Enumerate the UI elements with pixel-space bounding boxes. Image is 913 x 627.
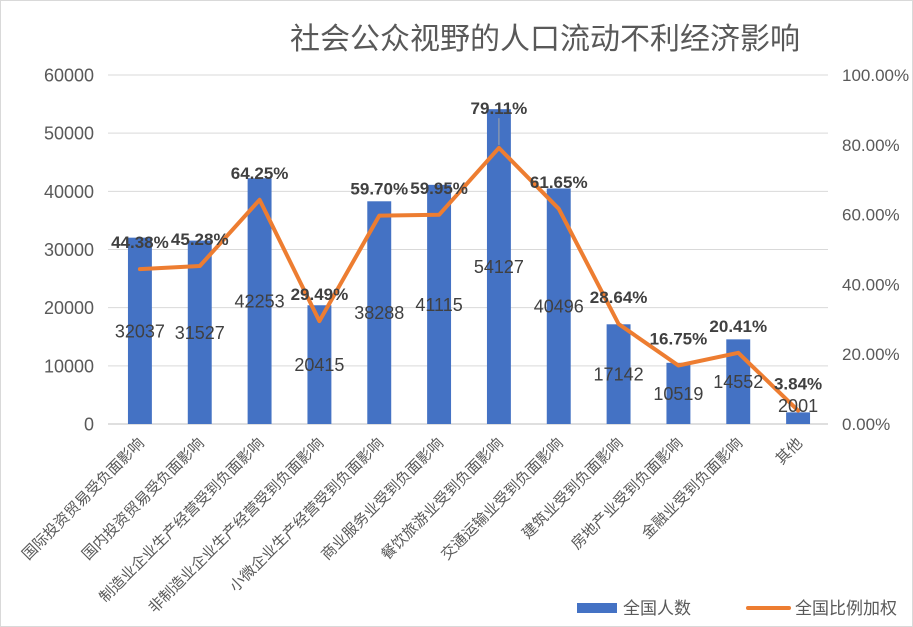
y-axis-tick-label: 0 bbox=[84, 415, 94, 435]
line-data-label: 20.41% bbox=[709, 317, 767, 336]
line-series bbox=[137, 145, 801, 413]
bar-data-label: 54127 bbox=[474, 257, 524, 277]
y-axis-tick-label: 40000 bbox=[44, 182, 94, 202]
legend-item-line-series: 全国比例加权 bbox=[746, 599, 897, 618]
bar-data-label: 20415 bbox=[294, 355, 344, 375]
bar bbox=[786, 412, 811, 424]
chart-title: 社会公众视野的人口流动不利经济影响 bbox=[290, 23, 800, 56]
bar bbox=[427, 184, 452, 424]
bar bbox=[606, 324, 631, 424]
line-data-label: 64.25% bbox=[231, 164, 289, 183]
bar-data-label: 31527 bbox=[175, 323, 225, 343]
line-data-label: 28.64% bbox=[590, 288, 648, 307]
bar-data-label: 38288 bbox=[354, 303, 404, 323]
y-axis-tick-label: 50000 bbox=[44, 124, 94, 144]
bar bbox=[247, 178, 272, 424]
bar-data-label: 41115 bbox=[415, 295, 462, 315]
legend: 全国人数 全国比例加权 bbox=[577, 599, 897, 618]
bar bbox=[546, 188, 571, 424]
line-data-label: 16.75% bbox=[650, 330, 708, 349]
y2-axis-tick-label: 60.00% bbox=[842, 206, 900, 225]
line-data-labels: 44.38% 45.28% 64.25% 29.49% 59.70% 59.95% 79.1… bbox=[111, 99, 822, 393]
bar-data-label: 2001 bbox=[778, 396, 818, 416]
y2-axis-tick-label: 80.00% bbox=[842, 136, 900, 155]
line-data-label: 59.95% bbox=[410, 179, 468, 198]
gridlines bbox=[108, 74, 828, 425]
bar bbox=[187, 240, 212, 424]
bar bbox=[486, 109, 511, 424]
bar-data-label: 17142 bbox=[594, 365, 644, 385]
bar bbox=[666, 362, 691, 424]
bar-data-labels: 32037 31527 42253 20415 38288 41115 54127 40496… bbox=[115, 257, 818, 416]
bar-data-label: 40496 bbox=[534, 297, 584, 317]
line-data-label: 79.11% bbox=[471, 99, 528, 118]
y2-axis-tick-label: 100.00% bbox=[842, 66, 909, 85]
y2-axis-tick-label: 40.00% bbox=[842, 275, 900, 294]
y-axis-tick-label: 60000 bbox=[44, 66, 94, 86]
bar bbox=[127, 237, 152, 424]
legend-label: 全国比例加权 bbox=[795, 599, 897, 618]
line-data-label: 61.65% bbox=[530, 173, 588, 192]
line-data-label: 3.84% bbox=[774, 375, 822, 394]
bar-data-label: 42253 bbox=[235, 292, 285, 312]
line-data-label: 44.38% bbox=[111, 233, 169, 252]
line-data-label: 59.70% bbox=[350, 180, 408, 199]
line-data-label: 29.49% bbox=[291, 285, 349, 304]
y-axis-tick-label: 20000 bbox=[44, 298, 94, 318]
y2-axis-tick-label: 0.00% bbox=[842, 415, 890, 434]
line-data-label: 45.28% bbox=[171, 230, 229, 249]
legend-item-bar-series: 全国人数 bbox=[577, 599, 691, 618]
bar bbox=[367, 201, 392, 424]
bar bbox=[307, 305, 332, 424]
y-axis-left: 0 10000 20000 30000 40000 50000 60000 bbox=[44, 66, 94, 435]
y2-axis-tick-label: 20.00% bbox=[842, 345, 900, 364]
legend-swatch-bar bbox=[577, 603, 617, 613]
y-axis-right: 0.00% 20.00% 40.00% 60.00% 80.00% 100.00% bbox=[842, 66, 909, 434]
bar-data-label: 14552 bbox=[713, 372, 763, 392]
y-axis-tick-label: 10000 bbox=[44, 356, 94, 376]
bar-series bbox=[127, 109, 811, 424]
bar-data-label: 10519 bbox=[653, 384, 703, 404]
bar-data-label: 32037 bbox=[115, 321, 165, 341]
y-axis-tick-label: 30000 bbox=[44, 240, 94, 260]
legend-label: 全国人数 bbox=[623, 599, 691, 618]
